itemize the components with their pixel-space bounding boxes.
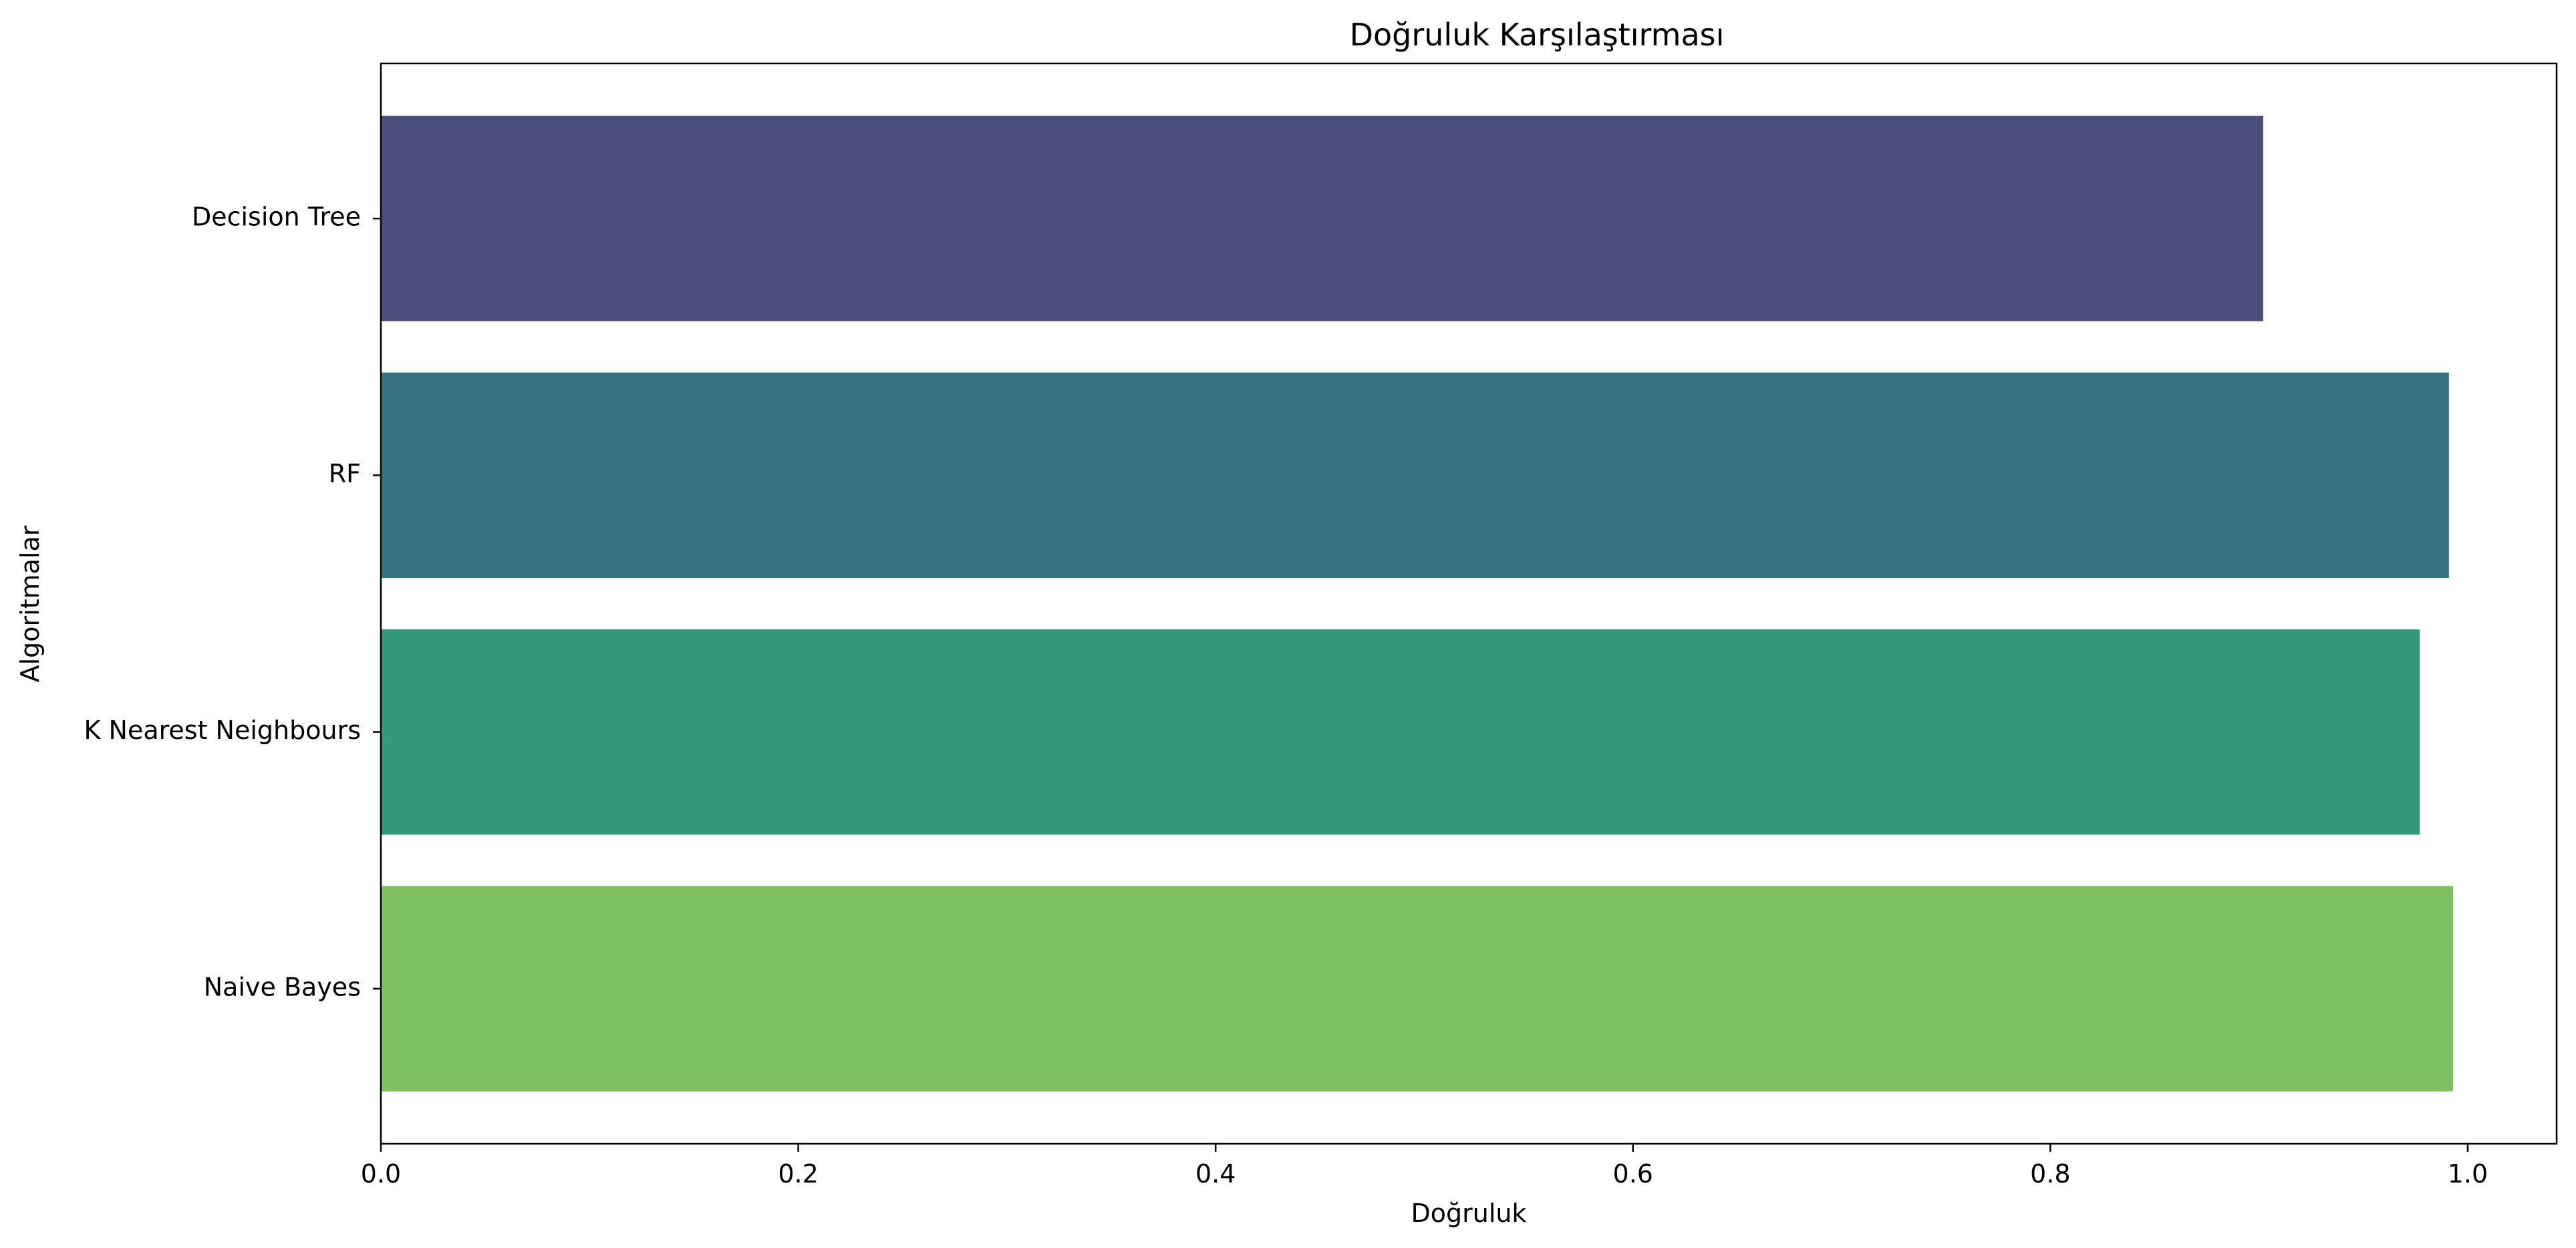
- chart-title: Doğruluk Karşılaştırması: [1350, 17, 1725, 53]
- x-tick-label: 0.4: [1195, 1159, 1236, 1189]
- x-tick-label: 0.0: [361, 1159, 401, 1189]
- y-axis-title: Algoritmalar: [15, 525, 45, 682]
- y-tick-label: RF: [329, 459, 361, 488]
- y-tick-label: Naive Bayes: [204, 972, 361, 1001]
- bar-naive-bayes: [381, 886, 2454, 1092]
- bar-decision-tree: [381, 116, 2263, 321]
- y-tick-label: K Nearest Neighbours: [84, 716, 361, 745]
- plot-frame: [380, 62, 2558, 1145]
- x-axis-title: Doğruluk: [1411, 1199, 1527, 1228]
- bars-group: [381, 116, 2454, 1092]
- bar-rf: [381, 372, 2449, 579]
- x-tick-label: 0.2: [778, 1159, 818, 1189]
- x-tick-label: 0.8: [2030, 1159, 2070, 1189]
- x-tick-label: 0.6: [1613, 1159, 1653, 1189]
- bar-k-nearest-neighbours: [381, 629, 2420, 835]
- x-axis-ticks: 0.0 0.2 0.4 0.6 0.8 1.0: [361, 1144, 2488, 1189]
- y-axis-ticks: Decision Tree RF K Nearest Neighbours Naive…: [84, 202, 381, 1001]
- x-tick-label: 1.0: [2448, 1159, 2488, 1189]
- y-tick-label: Decision Tree: [192, 202, 361, 232]
